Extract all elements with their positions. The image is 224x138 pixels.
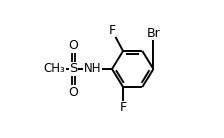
Text: O: O <box>68 86 78 99</box>
Text: Br: Br <box>146 27 160 40</box>
Text: S: S <box>69 63 78 75</box>
Text: O: O <box>68 39 78 52</box>
Text: NH: NH <box>84 63 101 75</box>
Text: F: F <box>108 24 116 37</box>
Text: F: F <box>119 101 127 114</box>
Text: CH₃: CH₃ <box>43 63 65 75</box>
